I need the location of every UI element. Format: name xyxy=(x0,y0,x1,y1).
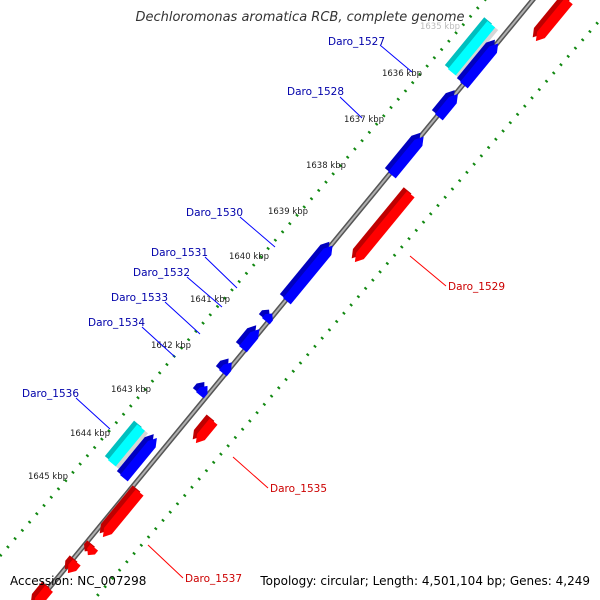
gene-label-leader-line xyxy=(147,544,184,579)
gene-feature-daro-1529 xyxy=(351,187,415,263)
gene-label-leader-line xyxy=(141,326,176,358)
gene-feature-small-reverse-b xyxy=(64,555,81,574)
gene-feature-daro-1532 xyxy=(235,325,260,353)
gene-feature-daro-1527-reverse xyxy=(456,39,499,89)
gene-features xyxy=(31,0,573,600)
tick-label: 1637 kbp xyxy=(344,115,384,125)
genome-summary: Topology: circular; Length: 4,501,104 bp… xyxy=(260,574,590,588)
genome-title: Dechloromonas aromatica RCB, complete ge… xyxy=(135,10,465,25)
gene-label-leader-line xyxy=(204,256,238,289)
gene-label-leader-line xyxy=(239,216,276,248)
gene-feature-bottom-reverse xyxy=(31,581,53,600)
gene-feature-daro-1528 xyxy=(431,90,458,121)
gene-label[interactable]: Daro_1532 xyxy=(133,267,190,279)
tick-label: 1645 kbp xyxy=(28,472,68,482)
gene-feature-daro-1535 xyxy=(192,414,218,444)
gene-label-leader-line xyxy=(379,44,413,73)
gene-label-leader-line xyxy=(186,276,223,308)
gene-label[interactable]: Daro_1531 xyxy=(151,247,208,259)
gene-label[interactable]: Daro_1530 xyxy=(186,207,243,219)
tick-label: 1644 kbp xyxy=(70,429,110,439)
accession-label: Accession: NC_007298 xyxy=(10,574,147,588)
tick-label: 1643 kbp xyxy=(111,385,151,395)
gene-feature-small-reverse-a xyxy=(84,540,99,556)
gene-label[interactable]: Daro_1533 xyxy=(111,292,168,304)
gene-label[interactable]: Daro_1534 xyxy=(88,317,145,329)
gene-feature-daro-1534 xyxy=(192,382,208,399)
gene-labels: Daro_1527 Daro_1528 Daro_1530 Daro_1531 Daro… xyxy=(22,36,505,585)
tick-label: 1635 kbp xyxy=(420,22,460,32)
gene-label[interactable]: Daro_1528 xyxy=(287,86,344,98)
tick-label: 1641 kbp xyxy=(190,295,230,305)
gene-label-leader-line xyxy=(409,255,447,287)
gene-feature-forward-1637 xyxy=(384,132,424,179)
gene-feature-daro-1527-forward xyxy=(444,17,499,78)
gene-label-leader-line xyxy=(75,397,111,430)
gene-feature-daro-1533 xyxy=(215,358,232,377)
gene-label-leader-line xyxy=(339,96,363,119)
tick-label: 1642 kbp xyxy=(151,341,191,351)
tick-label: 1640 kbp xyxy=(229,252,269,262)
gene-label-leader-line xyxy=(164,301,201,335)
gene-feature-daro-1531 xyxy=(258,309,273,325)
tick-labels: 1635 kbp 1636 kbp 1637 kbp 1638 kbp 1639 kbp… xyxy=(28,22,460,482)
gene-label-leader-line xyxy=(232,456,269,489)
gene-label[interactable]: Daro_1535 xyxy=(270,483,327,495)
reverse-dotted-ring xyxy=(91,19,600,600)
gene-label[interactable]: Daro_1529 xyxy=(448,281,505,293)
gene-feature-daro-1537 xyxy=(99,485,144,538)
gene-label[interactable]: Daro_1536 xyxy=(22,388,79,400)
gene-feature-daro-1536-highlight xyxy=(104,420,149,469)
forward-dotted-ring xyxy=(0,0,487,557)
gene-feature-daro-1536 xyxy=(116,434,157,482)
gene-feature-daro-1530 xyxy=(279,241,333,305)
tick-label: 1639 kbp xyxy=(268,207,308,217)
gene-label[interactable]: Daro_1527 xyxy=(328,36,385,48)
tick-label: 1636 kbp xyxy=(382,69,422,79)
gene-feature-top-right-reverse xyxy=(532,0,573,42)
tick-label: 1638 kbp xyxy=(306,161,346,171)
gene-label[interactable]: Daro_1537 xyxy=(185,573,242,585)
